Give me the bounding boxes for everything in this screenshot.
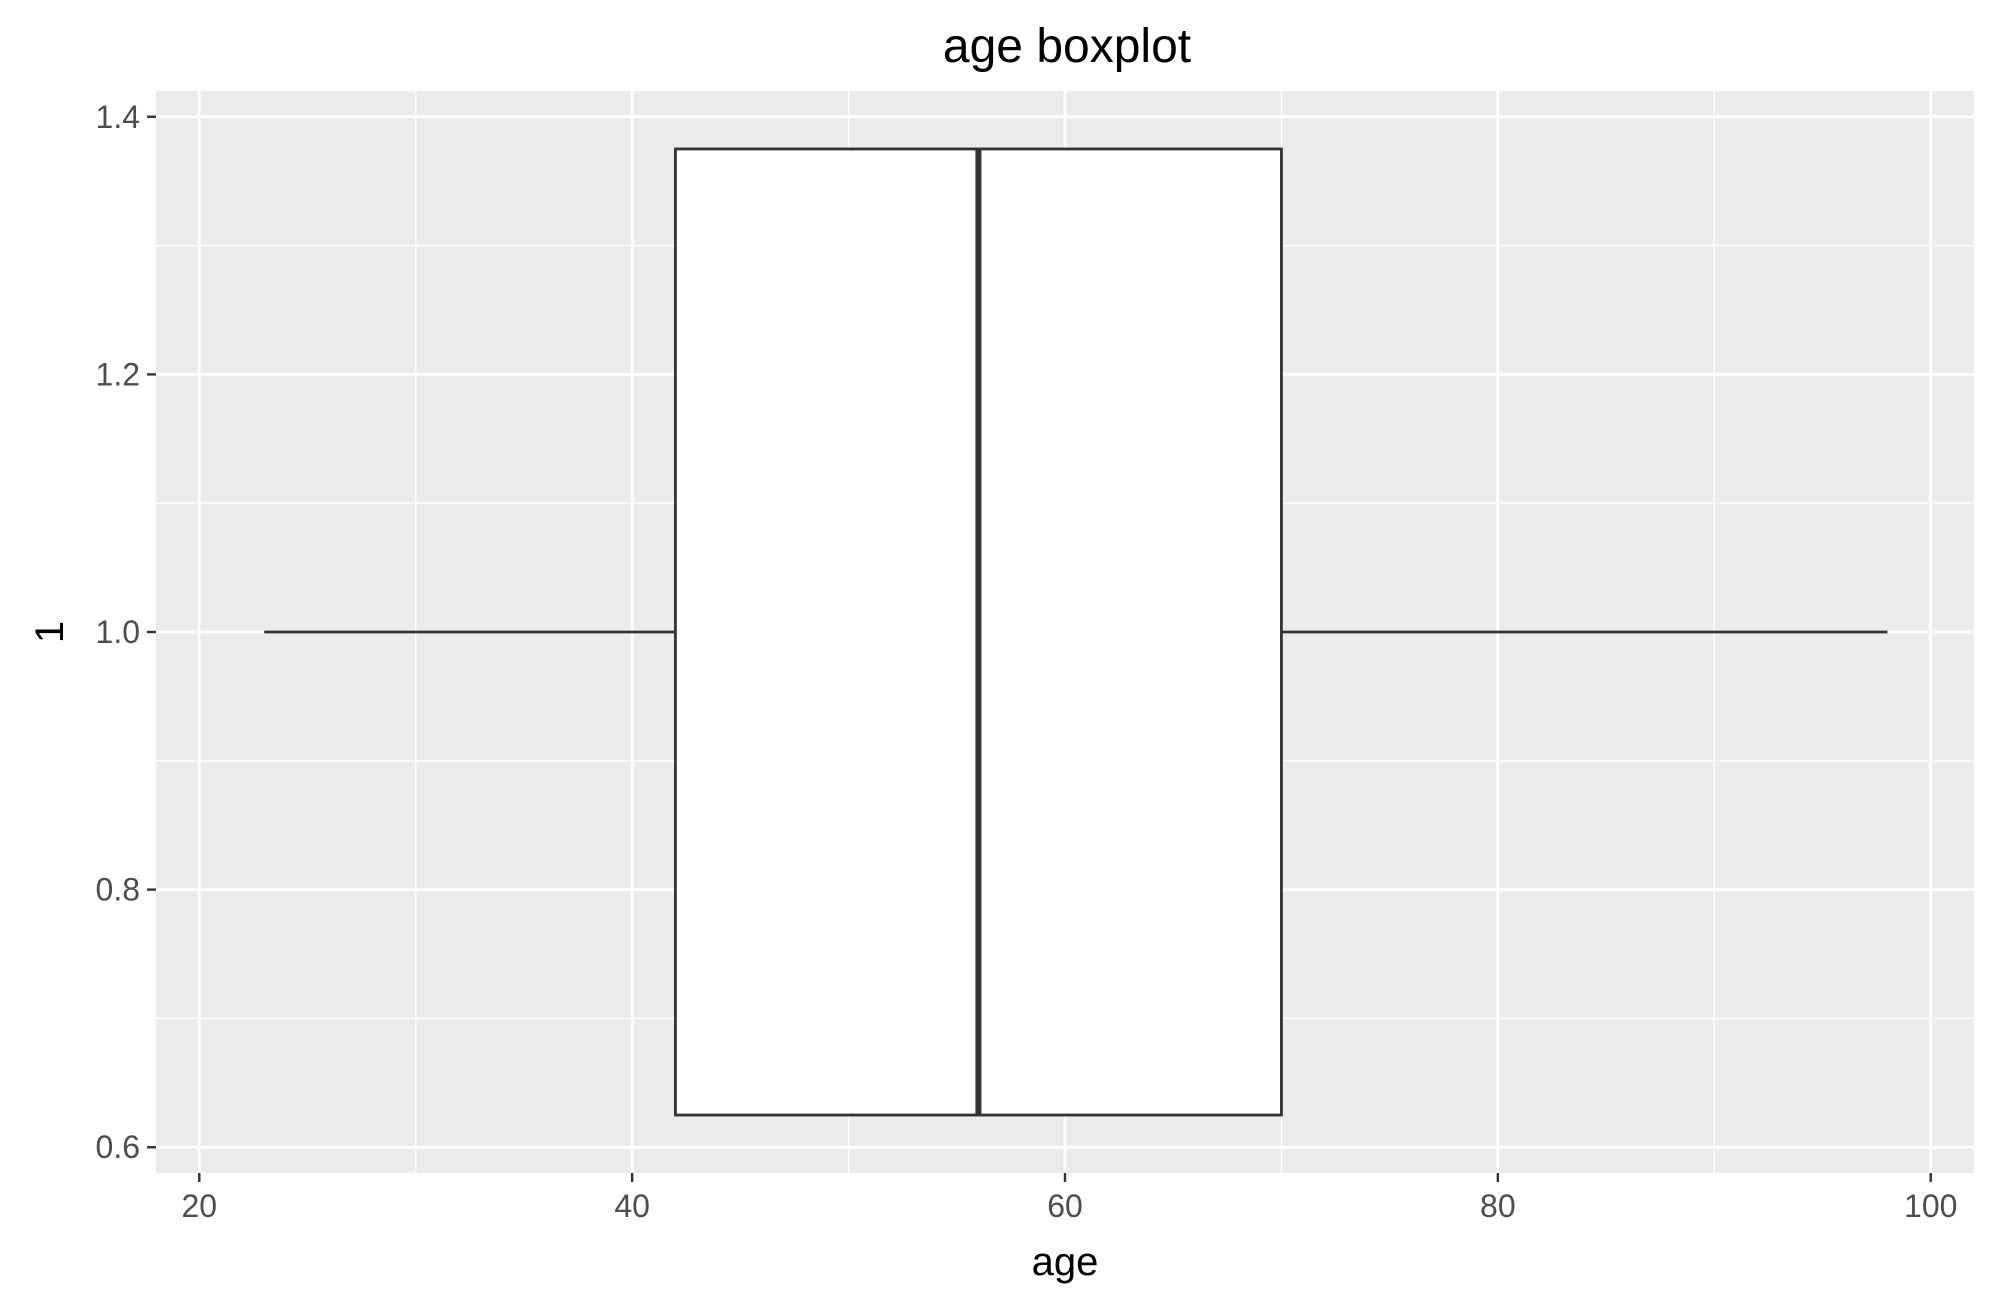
- axes: 20 40 60 80 100 0.6 0.8 1.0 1.2 1.4: [96, 99, 1958, 1224]
- x-tick-label: 80: [1480, 1188, 1516, 1224]
- x-tick-label: 60: [1047, 1188, 1083, 1224]
- y-tick-label: 1.4: [96, 99, 140, 135]
- x-tick-label: 100: [1904, 1188, 1957, 1224]
- x-tick-label: 40: [614, 1188, 650, 1224]
- y-tick-label: 1.0: [96, 614, 140, 650]
- y-tick-label: 0.8: [96, 872, 140, 908]
- x-axis-title: age: [1032, 1240, 1099, 1284]
- x-tick-label: 20: [181, 1188, 217, 1224]
- chart-title: age boxplot: [943, 20, 1191, 73]
- y-axis-title: 1: [28, 621, 72, 643]
- y-tick-label: 1.2: [96, 356, 140, 392]
- boxplot-marks: [264, 147, 1888, 1117]
- y-tick-label: 0.6: [96, 1129, 140, 1165]
